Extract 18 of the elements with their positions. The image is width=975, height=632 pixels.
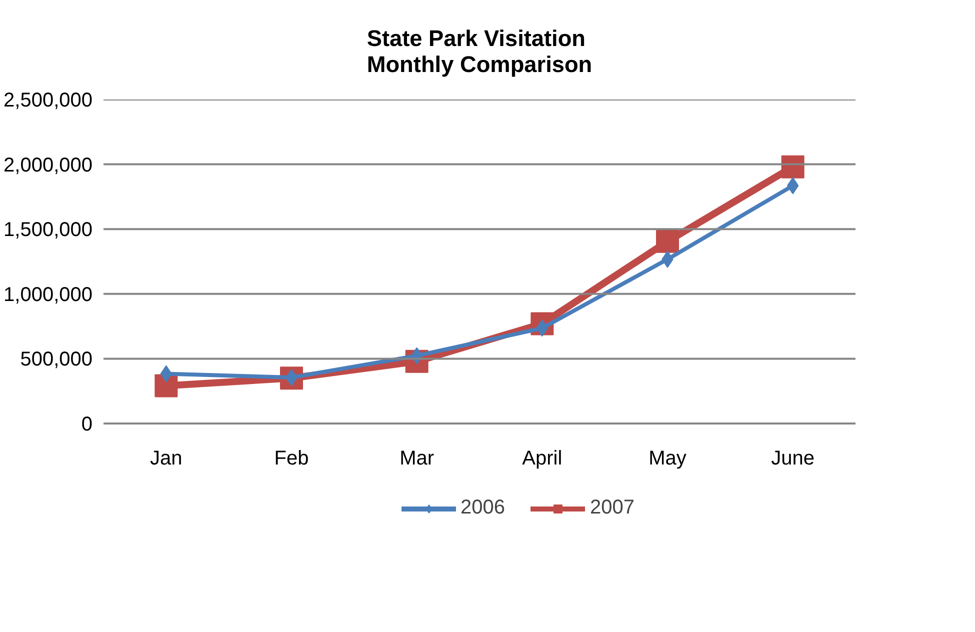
y-tick-label: 0 <box>81 414 92 436</box>
x-tick-label: Jan <box>150 448 182 470</box>
x-tick-label: Mar <box>400 448 434 470</box>
y-tick-label: 2,500,000 <box>4 90 93 112</box>
x-tick-label: Feb <box>274 448 309 470</box>
chart-title: State Park Visitation Monthly Comparison <box>366 25 592 77</box>
legend-label: 2007 <box>590 496 634 520</box>
point <box>154 374 178 398</box>
point <box>781 155 804 178</box>
x-tick-label: May <box>648 448 686 470</box>
point <box>656 230 679 253</box>
y-tick-label: 500,000 <box>20 348 92 371</box>
x-tick-label: April <box>522 448 562 470</box>
y-tick-label: 1,000,000 <box>4 284 93 306</box>
x-tick-label: June <box>771 448 815 470</box>
y-tick-label: 2,000,000 <box>4 154 93 176</box>
y-tick-label: 1,500,000 <box>4 219 93 242</box>
legend-label: 2006 <box>460 496 505 520</box>
